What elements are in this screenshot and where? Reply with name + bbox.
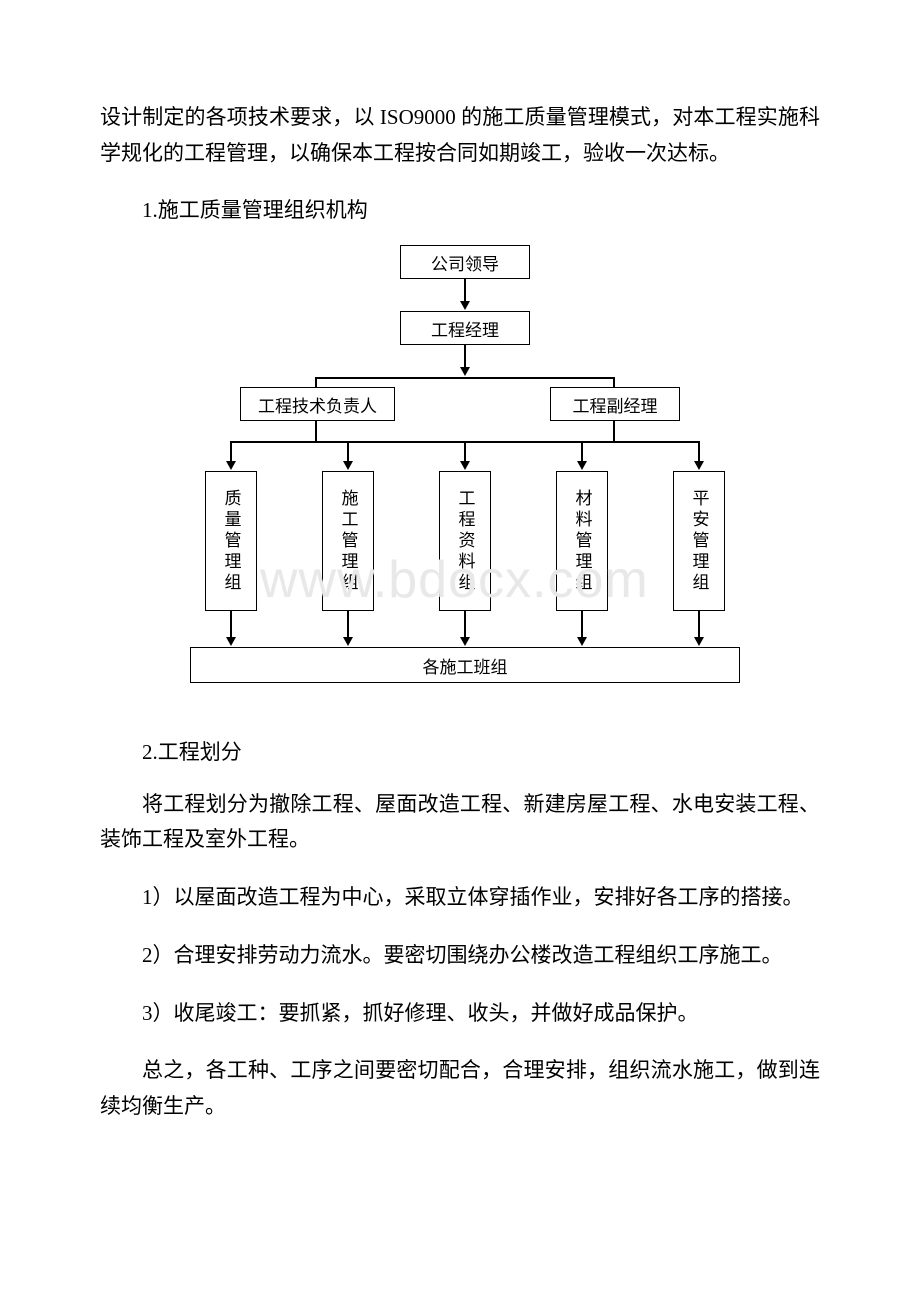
node-tech-lead-label: 工程技术负责人 (258, 392, 377, 417)
node-safety-group: 平安管理组 (673, 471, 725, 611)
org-flowchart: 公司领导 工程经理 工程技术负责人 工程副经理 质量管理组 施工管理 (180, 245, 740, 705)
section1-title: 1.施工质量管理组织机构 (100, 193, 820, 229)
summary-paragraph: 总之，各工种、工序之间要密切配合，合理安排，组织流水施工，做到连续均衡生产。 (100, 1053, 820, 1124)
node-safety-group-label: 平安管理组 (687, 489, 712, 594)
node-work-teams: 各施工班组 (190, 647, 740, 683)
node-material-group-label: 材料管理组 (570, 489, 595, 594)
node-construction-group-label: 施工管理组 (336, 489, 361, 594)
item-3: 3）收尾竣工：要抓紧，抓好修理、收头，并做好成品保护。 (100, 996, 820, 1032)
node-deputy-manager: 工程副经理 (550, 387, 680, 421)
node-data-group-label: 工程资料组 (453, 489, 478, 594)
item-1: 1）以屋面改造工程为中心，采取立体穿插作业，安排好各工序的搭接。 (100, 880, 820, 916)
node-data-group: 工程资料组 (439, 471, 491, 611)
intro-paragraph: 设计制定的各项技术要求，以 ISO9000 的施工质量管理模式，对本工程实施科学… (100, 100, 820, 171)
node-quality-group-label: 质量管理组 (219, 489, 244, 594)
node-quality-group: 质量管理组 (205, 471, 257, 611)
node-project-manager: 工程经理 (400, 311, 530, 345)
node-company-leader-label: 公司领导 (431, 250, 499, 275)
node-project-manager-label: 工程经理 (431, 316, 499, 341)
node-deputy-manager-label: 工程副经理 (573, 392, 658, 417)
item-2: 2）合理安排劳动力流水。要密切围绕办公楼改造工程组织工序施工。 (100, 938, 820, 974)
node-construction-group: 施工管理组 (322, 471, 374, 611)
node-company-leader: 公司领导 (400, 245, 530, 279)
node-material-group: 材料管理组 (556, 471, 608, 611)
node-tech-lead: 工程技术负责人 (240, 387, 395, 421)
section2-title: 2.工程划分 (100, 735, 820, 771)
paragraph-division: 将工程划分为撤除工程、屋面改造工程、新建房屋工程、水电安装工程、装饰工程及室外工… (100, 787, 820, 858)
node-work-teams-label: 各施工班组 (423, 653, 508, 678)
